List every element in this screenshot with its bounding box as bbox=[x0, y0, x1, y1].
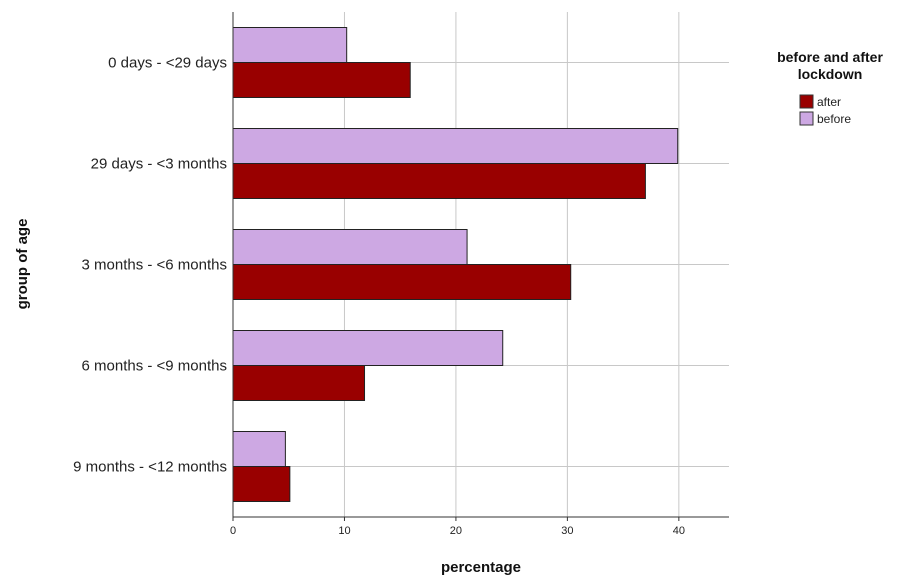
x-tick-label: 20 bbox=[450, 525, 462, 537]
legend-title-line1: before and after bbox=[777, 49, 883, 65]
y-category-labels: 0 days - <29 days 29 days - <3 months 3 mo… bbox=[73, 55, 227, 476]
y-category-label: 6 months - <9 months bbox=[82, 358, 228, 375]
x-tick-label: 0 bbox=[230, 525, 236, 537]
bar-after bbox=[232, 163, 646, 199]
legend-swatch-before bbox=[799, 111, 814, 126]
bar-after bbox=[232, 365, 366, 401]
y-axis-title: group of age bbox=[14, 219, 31, 310]
x-tick-label: 10 bbox=[338, 525, 350, 537]
x-tick-label: 30 bbox=[561, 525, 573, 537]
legend-swatch-after bbox=[799, 94, 814, 109]
bar-before bbox=[232, 229, 468, 265]
legend-label-before: before bbox=[817, 112, 851, 126]
y-category-label: 29 days - <3 months bbox=[91, 156, 227, 173]
y-category-label: 9 months - <12 months bbox=[73, 459, 227, 476]
legend: before and after lockdown after before bbox=[777, 49, 883, 126]
bars bbox=[232, 27, 679, 502]
axes bbox=[232, 12, 729, 521]
x-tick-labels: 0 10 20 30 40 bbox=[230, 525, 685, 537]
bar-before bbox=[232, 330, 504, 366]
bar-after bbox=[232, 264, 572, 300]
legend-title-line2: lockdown bbox=[798, 66, 863, 82]
bar-before bbox=[232, 128, 679, 164]
bar-after bbox=[232, 466, 291, 502]
bar-after bbox=[232, 62, 411, 98]
bar-before bbox=[232, 431, 286, 467]
y-category-label: 3 months - <6 months bbox=[82, 257, 228, 274]
y-category-label: 0 days - <29 days bbox=[108, 55, 227, 72]
x-tick-label: 40 bbox=[673, 525, 685, 537]
x-axis-title: percentage bbox=[441, 559, 521, 576]
bar-before bbox=[232, 27, 348, 63]
legend-items: after before bbox=[799, 94, 851, 126]
legend-label-after: after bbox=[817, 95, 841, 109]
